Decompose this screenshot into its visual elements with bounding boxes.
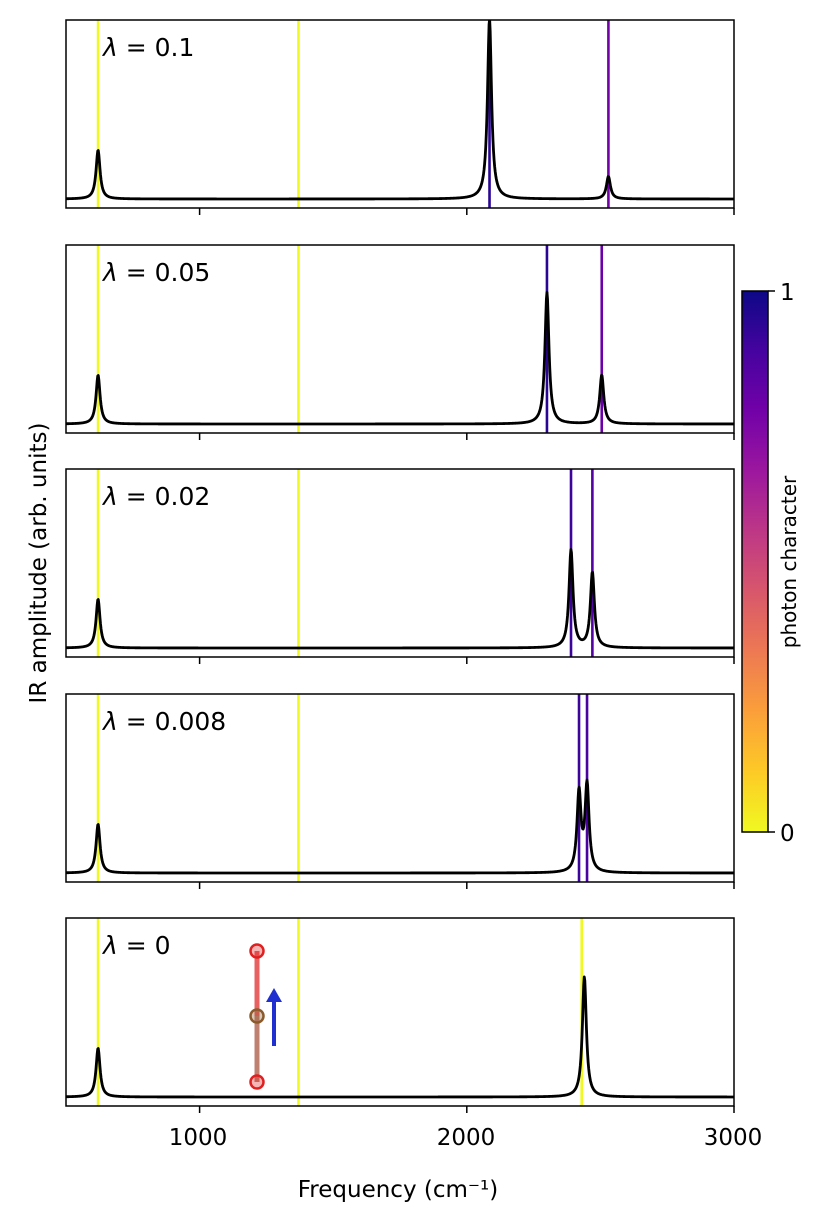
panel-lambda-label-3: λ = 0.008 <box>101 707 226 736</box>
spectrum-panel-0: λ = 0.1 <box>65 19 735 215</box>
x-tick-label-2000: 2000 <box>437 1125 496 1151</box>
panel-frame-4 <box>65 917 735 1107</box>
spectrum-curve-4 <box>66 975 734 1099</box>
spectrum-curve-1 <box>66 290 734 426</box>
panel-frame-1 <box>65 244 735 434</box>
panel-lambda-label-4: λ = 0 <box>101 931 171 960</box>
colorbar-title: photon character <box>777 475 801 648</box>
spectrum-panel-4: λ = 0 <box>65 917 735 1113</box>
panel-lambda-label-1: λ = 0.05 <box>101 258 210 287</box>
co2-molecule-icon <box>249 943 282 1090</box>
spectrum-curve-2 <box>66 548 734 650</box>
panel-lambda-label-2: λ = 0.02 <box>101 482 210 511</box>
colorbar-max-label: 1 <box>780 280 795 306</box>
oxygen-atom-top <box>249 943 265 959</box>
colorbar-min-label: 0 <box>780 821 795 847</box>
colorbar: 1 0 photon character <box>741 280 801 847</box>
x-tick-label-3000: 3000 <box>704 1125 763 1151</box>
spectrum-panel-2: λ = 0.02 <box>65 468 735 664</box>
spectrum-panel-1: λ = 0.05 <box>65 244 735 440</box>
panel-frame-0 <box>65 19 735 209</box>
spectrum-curve-3 <box>66 778 734 875</box>
y-axis-title: IR amplitude (arb. units) <box>26 423 52 704</box>
spectrum-curve-0 <box>66 20 734 201</box>
oxygen-atom-bottom <box>249 1074 265 1090</box>
panel-frame-3 <box>65 693 735 883</box>
colorbar-gradient <box>741 290 769 833</box>
x-tick-label-1000: 1000 <box>169 1125 228 1151</box>
panel-frame-2 <box>65 468 735 658</box>
panels-layer: λ = 0.1 λ = 0.05 λ = 0.02 λ = 0.008 λ = 0 <box>65 19 735 1113</box>
displacement-arrow-icon <box>266 988 282 1046</box>
panel-lambda-label-0: λ = 0.1 <box>101 33 194 62</box>
spectrum-panel-3: λ = 0.008 <box>65 693 735 889</box>
x-axis-title: Frequency (cm⁻¹) <box>298 1177 499 1203</box>
carbon-atom <box>249 1008 265 1024</box>
